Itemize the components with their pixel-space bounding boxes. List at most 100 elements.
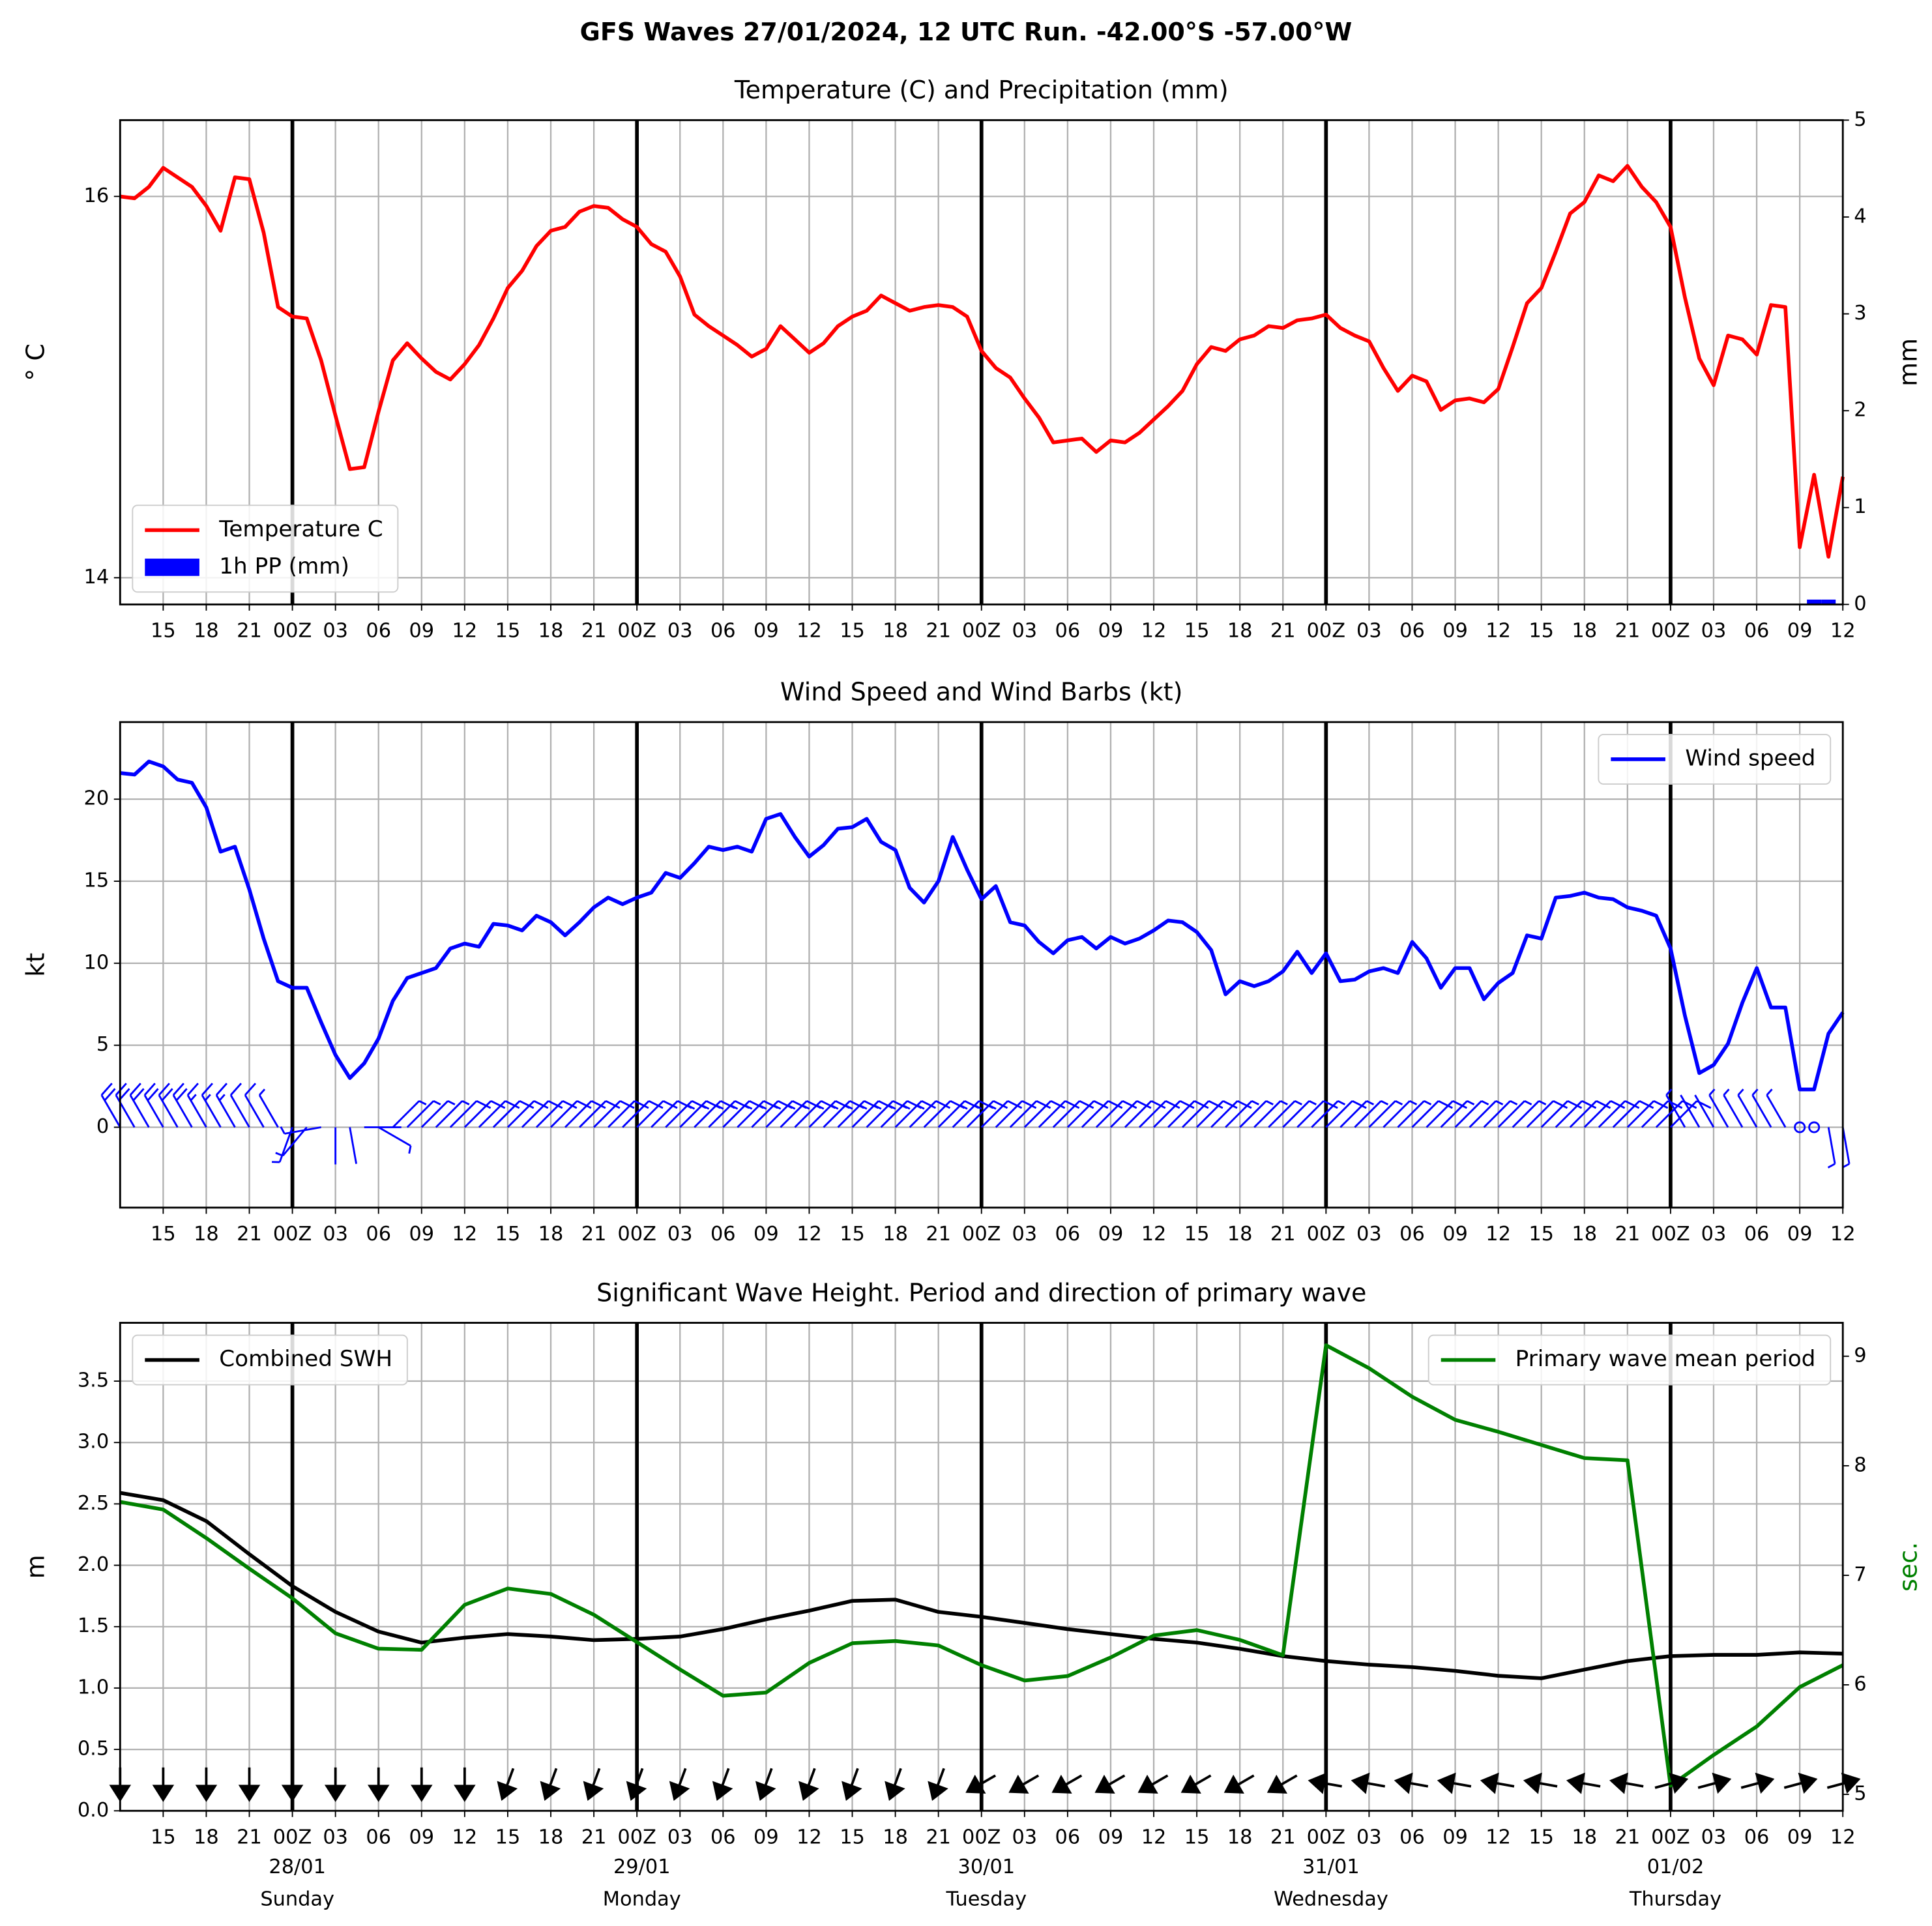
wind-barb: [435, 1100, 470, 1128]
wind-barb: [1095, 1100, 1137, 1128]
x-tick-label: 21: [237, 1826, 262, 1849]
x-tick-label: 18: [1227, 620, 1253, 643]
y-tick-label: 20: [84, 787, 110, 810]
x-tick-label: 15: [495, 1826, 521, 1849]
x-tick-label: 03: [667, 1826, 693, 1849]
wind-barb: [1708, 1088, 1729, 1128]
wind-barb: [1009, 1100, 1051, 1128]
wind-barb: [1680, 1094, 1701, 1128]
wind-barb: [1598, 1100, 1640, 1128]
x-tick-label: 06: [366, 1826, 391, 1849]
x-tick-label: 03: [323, 620, 348, 643]
x-tick-label: 09: [1442, 1826, 1468, 1849]
x-tick-label: 00Z: [273, 1826, 312, 1849]
x-tick-label: 06: [366, 1223, 391, 1246]
y-tick-label: 0: [96, 1115, 109, 1138]
wind-barb: [406, 1100, 441, 1128]
y2-tick-label: 3: [1854, 302, 1866, 325]
y-tick-label: 15: [84, 869, 110, 892]
wave-arrow: [497, 1768, 518, 1802]
wind-barb: [1066, 1100, 1109, 1128]
wind-barb: [1139, 1100, 1180, 1128]
wind-barb: [564, 1100, 606, 1128]
wind-barb: [1354, 1100, 1389, 1128]
wave-arrow: [583, 1768, 604, 1802]
x-tick-label: 06: [1744, 1223, 1770, 1246]
wind-barb: [492, 1100, 534, 1128]
x-tick-label: 15: [1184, 1223, 1210, 1246]
legend-label: Wind speed: [1685, 745, 1815, 771]
wind-barb: [1368, 1100, 1403, 1128]
x-tick-label: 06: [710, 620, 736, 643]
x-tick-label: 03: [1701, 1826, 1727, 1849]
legend: Primary wave mean period: [1427, 1334, 1832, 1386]
x-tick-label: 21: [1615, 1223, 1641, 1246]
wave-arrow: [1783, 1772, 1818, 1794]
wind-barb: [129, 1083, 150, 1128]
date-label: 28/01: [269, 1856, 326, 1878]
wind-barb: [1497, 1100, 1532, 1128]
wind-barb: [100, 1083, 121, 1128]
wind-barb: [1153, 1100, 1195, 1128]
x-tick-label: 00Z: [617, 1223, 656, 1246]
x-tick-label: 15: [495, 620, 521, 643]
y-tick-label: 10: [84, 951, 110, 974]
series-line: [119, 164, 1845, 559]
y-tick-label: 2.0: [78, 1553, 109, 1576]
y2-tick-label: 9: [1854, 1344, 1866, 1367]
x-tick-label: 15: [840, 1223, 865, 1246]
x-tick-label: 03: [1701, 620, 1727, 643]
y-tick-label: 14: [84, 566, 110, 589]
wind-barb: [1440, 1100, 1475, 1128]
wave-arrow: [1480, 1772, 1515, 1794]
x-tick-label: 06: [1744, 1826, 1770, 1849]
wind-barb: [1723, 1088, 1744, 1128]
x-tick-label: 09: [754, 1826, 779, 1849]
x-tick-label: 18: [883, 1223, 908, 1246]
day-label: Wednesday: [1274, 1888, 1388, 1911]
y2-axis-label: mm: [1894, 338, 1922, 387]
wind-barb: [449, 1100, 491, 1128]
wave-arrow: [1394, 1772, 1429, 1794]
wind-barb: [1526, 1100, 1568, 1128]
x-tick-label: 21: [581, 620, 607, 643]
panel-title: Temperature (C) and Precipitation (mm): [734, 76, 1229, 104]
axes-frame: [119, 721, 1844, 1209]
x-tick-label: 21: [926, 1826, 951, 1849]
wave-arrow: [1308, 1772, 1342, 1794]
y2-tick-label: 4: [1854, 205, 1866, 227]
x-tick-label: 12: [1830, 1826, 1856, 1849]
x-tick-label: 09: [754, 1223, 779, 1246]
x-tick-label: 21: [1615, 1826, 1641, 1849]
panel: Wind Speed and Wind Barbs (kt) 15 18 21 00Z 0…: [22, 678, 1856, 1246]
x-tick-label: 15: [1184, 620, 1210, 643]
x-tick-label: 18: [538, 1223, 564, 1246]
y2-tick-label: 5: [1854, 108, 1866, 131]
x-tick-label: 00Z: [617, 1826, 656, 1849]
x-tick-label: 12: [1141, 1826, 1167, 1849]
wind-barb: [1124, 1100, 1166, 1128]
x-tick-label: 18: [1572, 1223, 1597, 1246]
x-tick-label: 09: [1442, 1223, 1468, 1246]
x-tick-label: 09: [1098, 1826, 1124, 1849]
y-tick-label: 16: [84, 184, 110, 207]
precip-bar: [1807, 599, 1822, 605]
wind-barb: [1751, 1088, 1772, 1128]
x-tick-label: 12: [1141, 1223, 1167, 1246]
wind-barb: [1694, 1094, 1715, 1128]
x-tick-label: 15: [840, 1826, 865, 1849]
x-tick-label: 03: [1356, 1223, 1382, 1246]
x-tick-label: 21: [926, 1223, 951, 1246]
x-tick-label: 15: [495, 1223, 521, 1246]
wind-barb: [420, 1100, 456, 1128]
x-tick-label: 03: [1012, 620, 1037, 643]
x-tick-label: 21: [237, 620, 262, 643]
x-tick-label: 03: [1356, 1826, 1382, 1849]
y-tick-label: 0.5: [78, 1738, 109, 1760]
x-tick-label: 15: [1529, 620, 1554, 643]
wind-barb: [186, 1083, 207, 1128]
wind-barb: [1665, 1088, 1686, 1128]
series-line: [119, 1343, 1844, 1788]
x-tick-label: 15: [1529, 1223, 1554, 1246]
wind-barb: [478, 1100, 520, 1128]
